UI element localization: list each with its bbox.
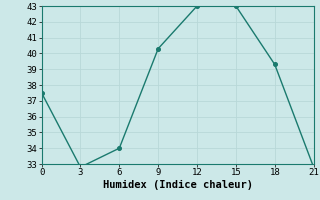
X-axis label: Humidex (Indice chaleur): Humidex (Indice chaleur) <box>103 180 252 190</box>
